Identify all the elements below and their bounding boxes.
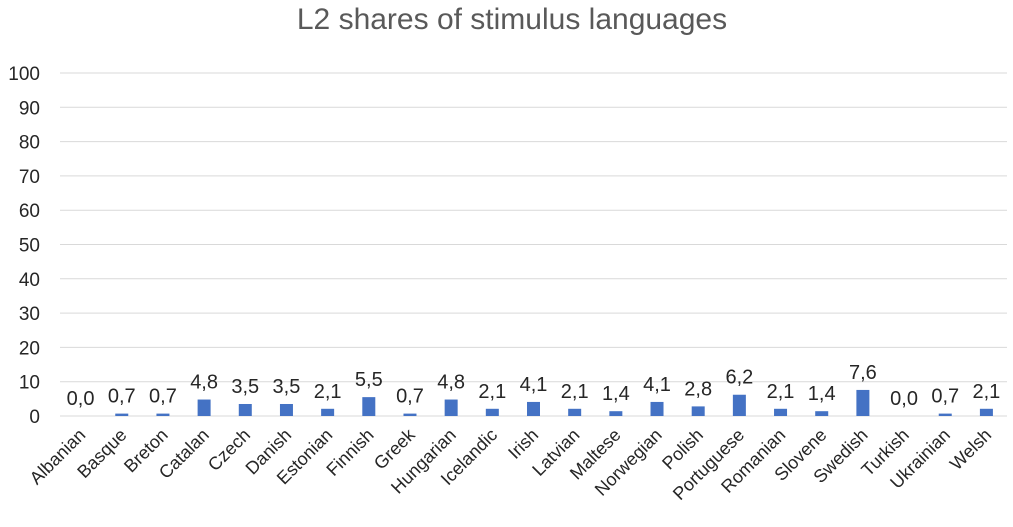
bar [485, 408, 499, 416]
bar [444, 399, 458, 416]
bar [321, 408, 335, 416]
data-label: 3,5 [273, 376, 301, 398]
bar [691, 406, 705, 416]
data-labels: 0,0 0,7 0,7 4,8 3,5 3,5 2,1 5,5 0,7 4,8 2,1 4,1 2,1 1… [67, 362, 1001, 410]
data-label: 2,1 [478, 381, 506, 403]
gridlines [60, 72, 1007, 417]
bar [156, 413, 170, 416]
data-label: 5,5 [355, 369, 383, 391]
y-tick-label: 20 [19, 338, 40, 359]
x-tick-label: Welsh [946, 425, 995, 474]
data-label: 0,0 [67, 388, 95, 410]
bar [609, 411, 623, 416]
y-tick-label: 80 [19, 133, 40, 154]
bar [362, 397, 376, 416]
x-axis-ticks: AlbanianBasqueBretonCatalanCzechDanishEs… [26, 424, 996, 504]
data-label: 1,4 [602, 383, 630, 405]
data-label: 3,5 [231, 376, 259, 398]
bar [856, 389, 870, 416]
data-label: 7,6 [849, 362, 877, 384]
y-axis-ticks: 0 10 20 30 40 50 60 70 80 90 100 [8, 64, 40, 428]
data-label: 0,7 [396, 386, 424, 408]
data-label: 1,4 [808, 383, 836, 405]
data-label: 2,1 [973, 381, 1001, 403]
bars [115, 389, 993, 416]
data-label: 2,8 [684, 378, 712, 400]
data-label: 2,1 [561, 381, 589, 403]
bar [732, 394, 746, 416]
bar [568, 408, 582, 416]
bar [650, 401, 664, 416]
bar [238, 403, 252, 416]
bar [815, 411, 829, 416]
bar [197, 399, 211, 416]
data-label: 0,7 [149, 386, 177, 408]
bar [115, 413, 129, 416]
y-tick-label: 50 [19, 236, 40, 257]
data-label: 2,1 [314, 381, 342, 403]
y-tick-label: 10 [19, 373, 40, 394]
data-label: 2,1 [767, 381, 795, 403]
y-tick-label: 60 [19, 201, 40, 222]
bar [774, 408, 788, 416]
y-tick-label: 40 [19, 270, 40, 291]
y-tick-label: 0 [29, 407, 40, 428]
data-label: 4,1 [520, 374, 548, 396]
x-tick-label: Finnish [322, 425, 377, 480]
y-tick-label: 30 [19, 304, 40, 325]
data-label: 0,7 [108, 386, 136, 408]
data-label: 0,7 [931, 386, 959, 408]
bar [979, 408, 993, 416]
data-label: 0,0 [890, 388, 918, 410]
data-label: 4,1 [643, 374, 671, 396]
chart-title: L2 shares of stimulus languages [297, 3, 727, 36]
y-tick-label: 70 [19, 167, 40, 188]
y-tick-label: 100 [8, 64, 40, 85]
data-label: 4,8 [437, 372, 465, 394]
y-tick-label: 90 [19, 98, 40, 119]
data-label: 6,2 [725, 367, 753, 389]
bar [403, 413, 417, 416]
bar [527, 401, 540, 416]
bar [279, 403, 293, 416]
bar [938, 413, 952, 416]
data-label: 4,8 [190, 372, 218, 394]
x-tick-label: Albanian [26, 425, 90, 489]
